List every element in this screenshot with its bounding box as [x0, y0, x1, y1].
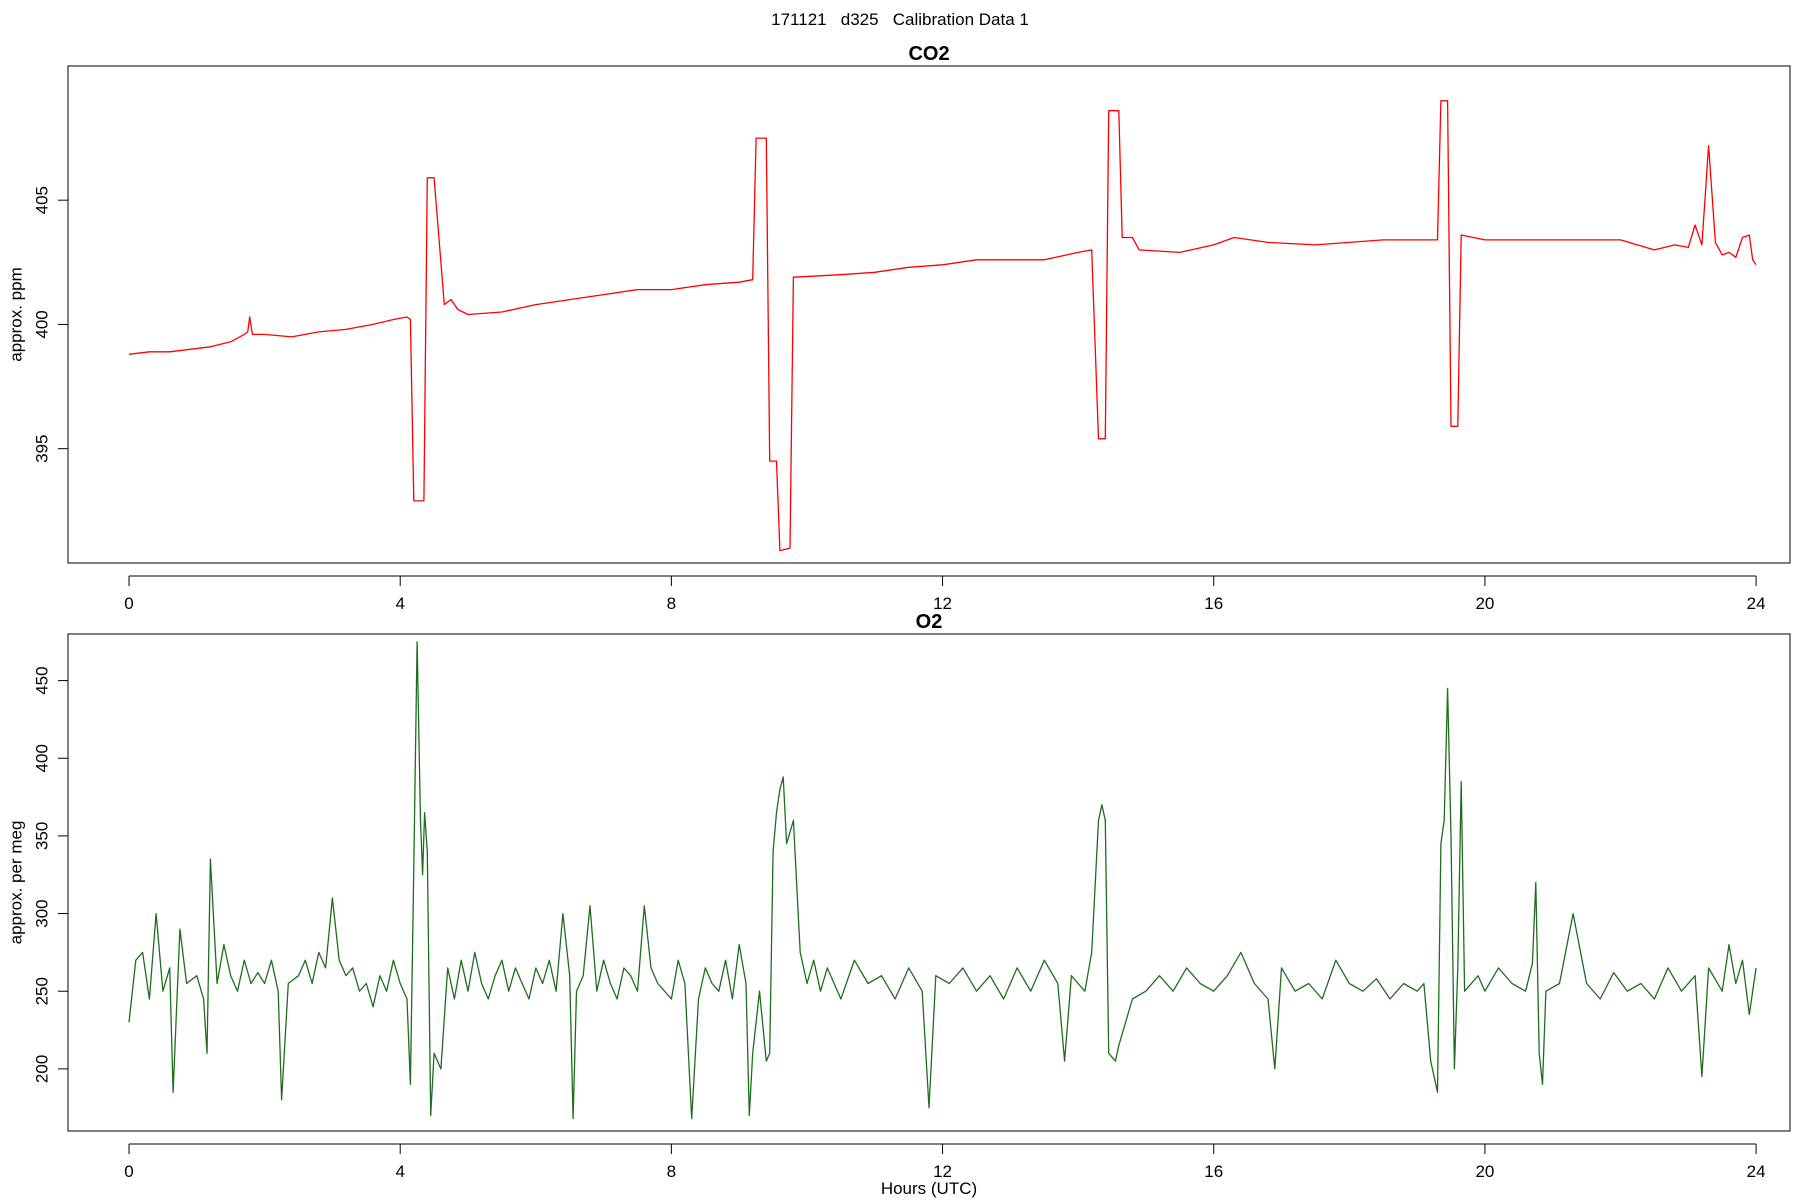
o2-plot-frame [67, 633, 1791, 1132]
o2-x-tick-label: 20 [1475, 1162, 1494, 1181]
o2-x-tick-label: 16 [1204, 1162, 1223, 1181]
o2-title: O2 [916, 611, 943, 633]
o2-x-tick-label: 4 [395, 1162, 404, 1181]
co2-y-tick-label: 405 [33, 186, 52, 214]
co2-plot-frame [67, 65, 1791, 564]
co2-panel: CO2 0 4 8 12 16 20 24 395 400 405 approx. ppm [7, 43, 1791, 613]
figure-title: 171121 d325 Calibration Data 1 [771, 10, 1029, 29]
co2-y-tick-label: 395 [33, 435, 52, 463]
o2-x-tick-label: 24 [1747, 1162, 1766, 1181]
co2-y-axis-label: approx. ppm [7, 267, 26, 362]
co2-title: CO2 [908, 43, 949, 65]
o2-y-tick-label: 450 [33, 666, 52, 694]
o2-y-tick-label: 250 [33, 977, 52, 1005]
co2-x-tick-label: 0 [124, 594, 133, 613]
co2-x-tick-label: 20 [1475, 594, 1494, 613]
o2-y-tick-label: 400 [33, 744, 52, 772]
o2-x-tick-label: 0 [124, 1162, 133, 1181]
o2-x-tick-label: 8 [667, 1162, 676, 1181]
o2-y-tick-label: 300 [33, 899, 52, 927]
o2-y-tick-label: 200 [33, 1055, 52, 1083]
co2-x-tick-label: 16 [1204, 594, 1223, 613]
co2-x-tick-label: 24 [1747, 594, 1766, 613]
co2-x-tick-label: 4 [395, 594, 404, 613]
o2-x-tick-label: 12 [933, 1162, 952, 1181]
co2-series-line [128, 100, 1757, 552]
co2-y-tick-label: 400 [33, 310, 52, 338]
o2-y-axis-label: approx. per meg [7, 821, 26, 945]
o2-y-tick-label: 350 [33, 822, 52, 850]
o2-series-line [128, 641, 1757, 1120]
co2-x-tick-label: 8 [667, 594, 676, 613]
o2-x-axis-label: Hours (UTC) [881, 1179, 977, 1198]
o2-panel: O2 0 4 8 12 16 20 24 200 250 300 350 400 450 approx. p… [7, 611, 1791, 1198]
co2-x-tick-label: 12 [933, 594, 952, 613]
